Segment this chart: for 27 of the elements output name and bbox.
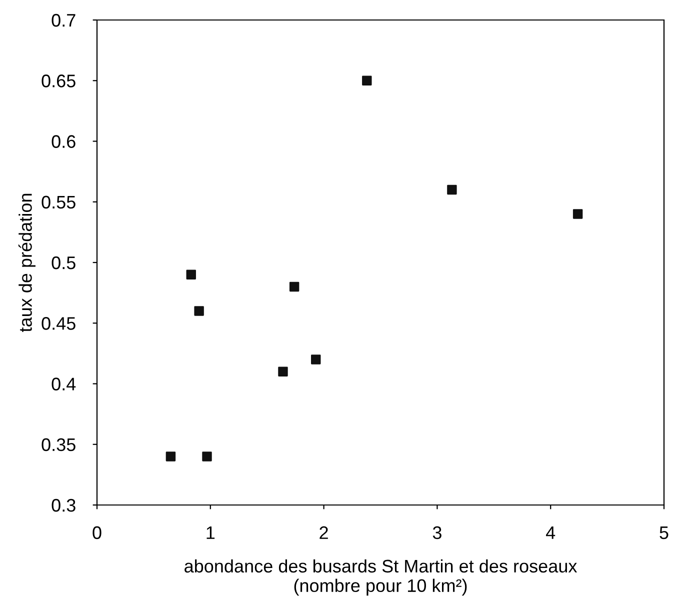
x-tick-label: 5: [660, 526, 668, 540]
point: [186, 270, 196, 280]
y-tick-label: 0.6: [52, 135, 76, 148]
x-tick-label: 1: [206, 526, 215, 539]
y-tick-label: 0.35: [42, 438, 76, 452]
y-tick-label: 0.3: [52, 498, 76, 512]
x-tick-label: 4: [546, 526, 556, 539]
point: [447, 184, 457, 195]
point: [311, 354, 321, 364]
x-tick-label: 0: [92, 526, 102, 540]
point: [278, 366, 288, 376]
x-tick-label: 2: [320, 526, 328, 539]
y-tick-label: 0.45: [42, 317, 76, 330]
point: [202, 452, 212, 462]
y-tick-label: 0.5: [52, 256, 76, 270]
y-axis-title: taux de prédation: [18, 194, 36, 332]
y-tick-label: 0.4: [52, 378, 76, 390]
y-tick-label: 0.65: [42, 74, 76, 88]
x-tick-label: 3: [432, 526, 442, 540]
point: [572, 209, 583, 219]
y-tick-label: 0.55: [42, 196, 76, 209]
x-axis-title: abondance des busards St Martin et des roseaux (nombre pour 10 km²): [184, 559, 578, 596]
point: [194, 306, 204, 316]
point: [362, 76, 372, 86]
point: [166, 452, 176, 462]
point: [289, 282, 300, 292]
y-tick-label: 0.7: [52, 14, 76, 27]
